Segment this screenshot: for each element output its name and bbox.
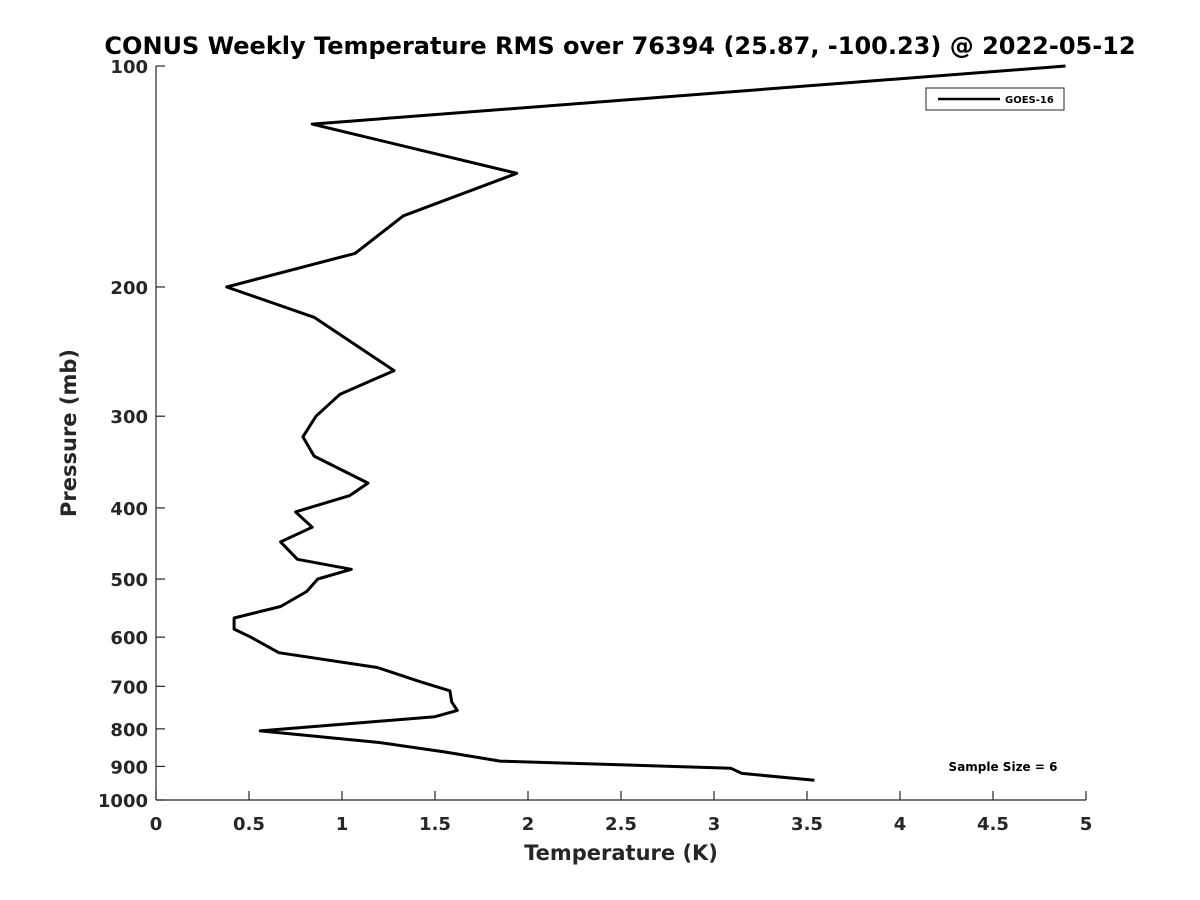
y-tick-label: 500 bbox=[110, 570, 148, 591]
x-tick-label: 2.5 bbox=[605, 814, 637, 835]
legend-entry-goes-16: GOES-16 bbox=[1005, 95, 1054, 106]
x-tick-label: 0.5 bbox=[233, 814, 265, 835]
y-ticks: 100 200 300 400 500 600 700 800 900 1000 bbox=[98, 57, 165, 812]
sample-size-annotation: Sample Size = 6 bbox=[949, 760, 1058, 774]
series-layer bbox=[225, 64, 1066, 782]
x-tick-label: 1 bbox=[336, 814, 349, 835]
x-tick-label: 3.5 bbox=[791, 814, 823, 835]
y-axis-label: Pressure (mb) bbox=[57, 349, 81, 517]
y-tick-label: 300 bbox=[110, 407, 148, 428]
x-tick-label: 5 bbox=[1080, 814, 1093, 835]
axes bbox=[155, 66, 1086, 801]
chart-title: CONUS Weekly Temperature RMS over 76394 … bbox=[104, 32, 1135, 60]
y-tick-label: 700 bbox=[110, 677, 148, 698]
y-tick-label: 600 bbox=[110, 628, 148, 649]
x-tick-label: 0 bbox=[150, 814, 163, 835]
y-tick-label: 200 bbox=[110, 278, 148, 299]
x-ticks: 0 0.5 1 1.5 2 2.5 3 3.5 4 4.5 5 bbox=[150, 791, 1093, 835]
x-axis-label: Temperature (K) bbox=[524, 841, 718, 865]
x-tick-label: 2 bbox=[522, 814, 535, 835]
x-tick-label: 4 bbox=[894, 814, 907, 835]
y-tick-label: 400 bbox=[110, 499, 148, 520]
legend: GOES-16 bbox=[925, 87, 1065, 111]
y-tick-label: 1000 bbox=[98, 791, 148, 812]
series-line-goes-16 bbox=[225, 64, 1066, 782]
y-tick-label: 900 bbox=[110, 757, 148, 778]
y-tick-label: 100 bbox=[110, 57, 148, 78]
y-tick-label: 800 bbox=[110, 720, 148, 741]
x-tick-label: 3 bbox=[708, 814, 721, 835]
x-tick-label: 1.5 bbox=[419, 814, 451, 835]
x-tick-label: 4.5 bbox=[977, 814, 1009, 835]
